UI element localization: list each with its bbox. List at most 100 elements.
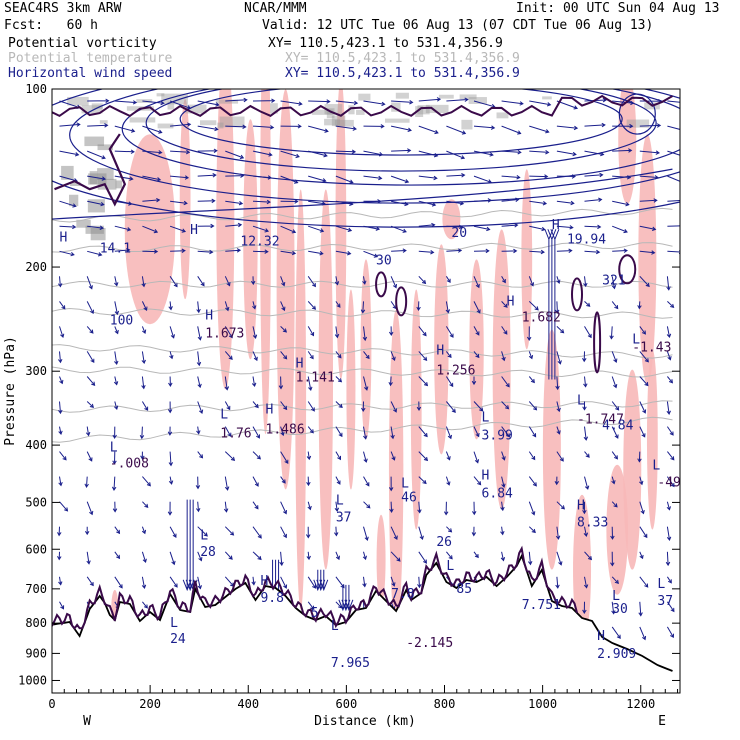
wind-vector bbox=[114, 200, 133, 206]
wind-vector bbox=[111, 476, 117, 491]
contour-label: L bbox=[200, 529, 208, 544]
wind-vector bbox=[390, 401, 397, 413]
wind-vector bbox=[169, 576, 178, 588]
wind-vector bbox=[335, 401, 343, 409]
wind-vector bbox=[556, 351, 562, 365]
upper-shading-patch bbox=[395, 92, 409, 99]
wind-vector bbox=[252, 401, 259, 409]
wind-vector bbox=[224, 451, 236, 461]
wind-vector bbox=[114, 301, 120, 316]
wind-vector bbox=[363, 150, 384, 157]
wind-vector bbox=[528, 376, 535, 384]
wind-vector bbox=[529, 200, 548, 206]
upper-shading-patch bbox=[311, 109, 333, 115]
terrain-layer bbox=[52, 545, 680, 693]
center-title: NCAR/MMM bbox=[244, 1, 307, 16]
wind-vector bbox=[667, 376, 674, 384]
wind-vector bbox=[639, 275, 650, 288]
x-tick-label: 200 bbox=[139, 697, 161, 711]
wind-vector bbox=[59, 601, 65, 610]
wind-vector bbox=[167, 426, 173, 436]
wind-vector bbox=[195, 476, 201, 490]
wind-vector bbox=[197, 249, 214, 255]
upper-shading-patch bbox=[90, 227, 106, 241]
pv-contour bbox=[52, 545, 578, 630]
upper-shading-patch bbox=[88, 173, 107, 185]
wind-vector bbox=[335, 551, 340, 561]
wind-vector bbox=[114, 276, 119, 287]
field-xy-wind: XY= 110.5,423.1 to 531.4,356.9 bbox=[285, 66, 520, 81]
wind-vector bbox=[252, 526, 262, 539]
wind-vector bbox=[584, 476, 590, 490]
wind-vector bbox=[390, 125, 412, 132]
wind-vector bbox=[112, 501, 118, 513]
contour-label: -1.747 bbox=[577, 413, 624, 428]
contour-label: 7.965 bbox=[331, 656, 370, 671]
wind-vector bbox=[307, 576, 317, 589]
wind-vector bbox=[473, 326, 480, 336]
y-tick-label: 1000 bbox=[18, 673, 47, 687]
wind-vector bbox=[582, 351, 587, 363]
wind-vector bbox=[501, 248, 518, 254]
wind-vector bbox=[418, 125, 439, 135]
field-name-wind: Horizontal wind speed bbox=[8, 66, 173, 81]
wind-vector bbox=[556, 551, 563, 566]
wind-vector bbox=[528, 351, 534, 360]
wind-vector bbox=[556, 276, 561, 285]
wind-vector bbox=[667, 199, 680, 202]
wind-vector bbox=[446, 200, 465, 206]
wind-vector bbox=[280, 175, 299, 184]
wind-vector bbox=[86, 376, 96, 386]
wind-vector bbox=[639, 401, 647, 414]
wind-vector bbox=[250, 276, 256, 286]
wind-vector bbox=[418, 476, 427, 485]
wind-vector bbox=[280, 426, 285, 437]
x-axis-label: Distance (km) bbox=[314, 714, 416, 729]
upper-shading-patch bbox=[356, 109, 365, 115]
wind-vector bbox=[335, 149, 357, 154]
upper-shading-patch bbox=[459, 94, 477, 100]
pv-shading-blob bbox=[442, 199, 461, 240]
wind-vector bbox=[556, 225, 574, 230]
wind-vector bbox=[142, 175, 162, 182]
wind-vector bbox=[224, 326, 233, 339]
wind-vector bbox=[87, 250, 103, 257]
wind-vector bbox=[554, 476, 560, 486]
wind-vector bbox=[418, 97, 442, 102]
wind-contour bbox=[145, 89, 657, 172]
wind-vector bbox=[363, 426, 368, 440]
wind-vector bbox=[639, 551, 644, 560]
wind-vector bbox=[418, 376, 429, 387]
upper-shading-patch bbox=[69, 194, 79, 207]
wind-vector bbox=[501, 100, 524, 106]
wind-vector bbox=[501, 401, 510, 410]
wind-vector bbox=[446, 97, 469, 102]
wind-vector bbox=[583, 426, 589, 441]
wind-vector bbox=[114, 351, 119, 366]
y-tick-label: 800 bbox=[25, 616, 47, 630]
wind-vector bbox=[224, 276, 231, 287]
contour-label: 2.909 bbox=[597, 647, 636, 662]
y-tick-label: 100 bbox=[25, 82, 47, 96]
wind-vector bbox=[335, 100, 359, 106]
wind-vector bbox=[501, 223, 519, 228]
contour-label: 3.99 bbox=[482, 429, 513, 444]
wind-vector bbox=[611, 501, 618, 508]
wind-vector bbox=[582, 401, 587, 411]
y-tick-label: 200 bbox=[25, 260, 47, 274]
wind-vector bbox=[335, 476, 341, 485]
wind-vector bbox=[584, 122, 606, 128]
wind-vector bbox=[113, 401, 119, 411]
wind-vector bbox=[639, 150, 660, 155]
pv-shading-blob bbox=[216, 89, 235, 390]
contour-label: L bbox=[220, 408, 228, 423]
wind-vector bbox=[391, 99, 414, 105]
wind-vector bbox=[612, 225, 628, 234]
wind-vector bbox=[637, 301, 642, 310]
contour-label: H bbox=[436, 343, 444, 358]
theta-contour bbox=[52, 307, 673, 319]
wind-vector bbox=[170, 149, 191, 155]
wind-vector bbox=[556, 174, 576, 179]
wind-vector bbox=[308, 150, 328, 158]
contour-label: 19.94 bbox=[567, 232, 606, 247]
